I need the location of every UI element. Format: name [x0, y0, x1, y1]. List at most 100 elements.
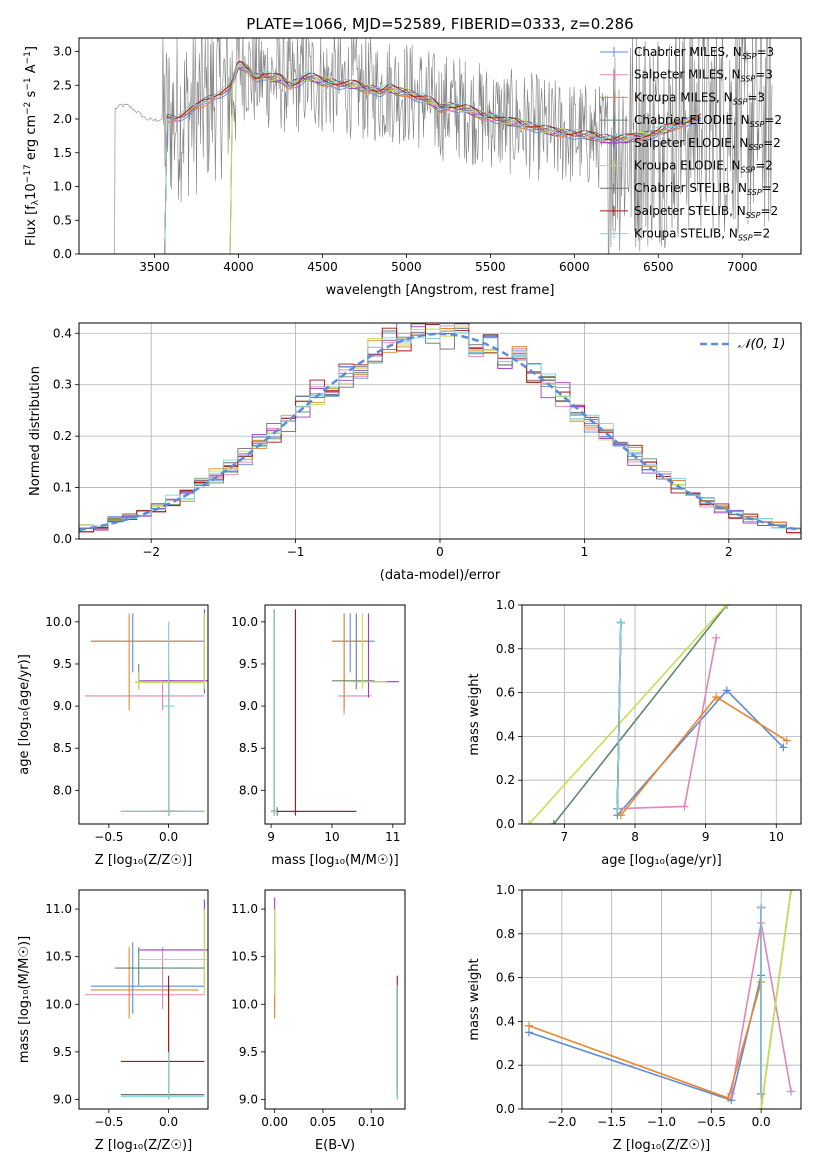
legend-entry-chabrier-elodie: Chabrier ELODIE, NSSP=2	[634, 113, 782, 129]
legend-entry-salpeter-elodie: Salpeter ELODIE, NSSP=2	[634, 136, 781, 152]
y-axis-label: mass weight	[467, 673, 482, 755]
panel-age-vs-mass: 9 10 11 8.0 8.5 9.0 9.5 10.0 mass [log₁₀(M/M☉)]	[231, 604, 406, 868]
plot-area	[99, 38, 773, 254]
x-tick-label: 0	[436, 545, 444, 559]
weight-marker-salpeter-miles	[727, 1089, 736, 1098]
weight-marker-salpeter-miles	[712, 633, 721, 642]
weight-marker-kroupa-stelib	[757, 1089, 766, 1098]
y-tick-label: 9.5	[239, 657, 258, 671]
model-line-kroupa-miles	[164, 67, 702, 254]
panel-weight-vs-age: 7 8 9 10 0.0 0.2 0.4 0.6 0.8 1.0 age [log₁₀(age/yr…	[467, 598, 802, 868]
x-tick-label: 0.05	[310, 1115, 337, 1129]
weight-marker-kroupa-miles	[724, 1094, 733, 1103]
weight-marker-kroupa-miles	[524, 1021, 533, 1030]
x-tick-label: 8	[631, 830, 639, 844]
y-tick-label: 1.5	[53, 146, 72, 160]
x-tick-label: 11	[385, 830, 400, 844]
weight-marker-salpeter-miles	[680, 802, 689, 811]
y-axis-label: age [log₁₀(age/yr)]	[17, 654, 32, 775]
model-line-salpeter-stelib	[164, 60, 702, 254]
model-line-kroupa-elodie	[229, 63, 701, 254]
legend-entry-kroupa-elodie: Kroupa ELODIE, NSSP=2	[634, 159, 773, 175]
x-tick-label: 4500	[307, 260, 338, 274]
x-axis-label: (data-model)/error	[380, 568, 501, 583]
plot-area	[84, 899, 208, 1100]
axes-frame	[521, 604, 802, 825]
weight-line-kroupa-stelib	[616, 622, 622, 809]
x-tick-label: 2	[725, 545, 733, 559]
y-tick-label: 0.2	[496, 1058, 515, 1072]
y-tick-label: 2.0	[53, 112, 72, 126]
x-axis-label: age [log₁₀(age/yr)]	[601, 853, 722, 868]
x-tick-label: −2	[142, 545, 160, 559]
y-tick-label: 8.0	[239, 783, 258, 797]
plot-area	[271, 609, 399, 816]
y-tick-label: 10.5	[45, 950, 72, 964]
model-line-salpeter-miles	[164, 64, 702, 254]
axes-frame	[78, 604, 209, 825]
weight-line-kroupa-miles	[528, 981, 762, 1100]
figure-title: PLATE=1066, MJD=52589, FIBERID=0333, z=0…	[246, 15, 633, 33]
y-tick-label: 0.2	[496, 773, 515, 787]
histogram-salpeter-stelib	[79, 323, 801, 533]
x-tick-label: 1	[581, 545, 589, 559]
weight-line-chabrier-miles	[616, 689, 784, 816]
y-tick-label: 8.5	[53, 741, 72, 755]
y-tick-label: 0.3	[53, 378, 72, 392]
weight-marker-chabrier-miles	[722, 686, 731, 695]
x-tick-label: 0.0	[159, 1115, 178, 1129]
data-spectrum-line	[99, 38, 773, 254]
weight-line-chabrier-elodie	[553, 605, 728, 824]
x-tick-label: 10	[324, 830, 339, 844]
x-tick-label: −0.5	[697, 1115, 726, 1129]
y-axis-label: mass weight	[467, 958, 482, 1040]
y-tick-label: 9.0	[239, 1092, 258, 1106]
x-tick-label: −1	[287, 545, 305, 559]
y-tick-label: 3.0	[53, 45, 72, 59]
y-tick-label: 0.4	[496, 1014, 515, 1028]
y-tick-label: 0.4	[53, 326, 72, 340]
x-tick-label: −1.0	[647, 1115, 676, 1129]
y-tick-label: 10.0	[45, 997, 72, 1011]
y-tick-label: 9.0	[53, 699, 72, 713]
y-tick-label: 0.6	[496, 686, 515, 700]
legend-entry-chabrier-stelib: Chabrier STELIB, NSSP=2	[634, 181, 779, 197]
x-tick-label: −0.5	[94, 830, 123, 844]
weight-marker-chabrier-elodie	[549, 820, 558, 824]
axes-frame	[78, 889, 209, 1110]
panel-age-vs-Z: −0.5 0.0 8.0 8.5 9.0 9.5 10.0 Z [log₁₀(Z/Z☉)] ag…	[17, 604, 209, 868]
x-axis-label: mass [log₁₀(M/M☉)]	[271, 853, 398, 868]
legend-entry-salpeter-miles: Salpeter MILES, NSSP=3	[634, 68, 773, 84]
axes-frame	[264, 604, 406, 825]
legend-entry-salpeter-stelib: Salpeter STELIB, NSSP=2	[634, 204, 778, 220]
x-tick-label: 0.10	[358, 1115, 385, 1129]
weight-marker-kroupa-miles	[782, 736, 791, 745]
weight-marker-kroupa-elodie	[787, 890, 796, 894]
weight-marker-chabrier-elodie	[722, 605, 731, 609]
x-tick-label: −1.5	[597, 1115, 626, 1129]
x-axis-label: Z [log₁₀(Z/Z☉)]	[95, 853, 192, 868]
x-tick-label: 0.0	[752, 1115, 771, 1129]
weight-line-kroupa-elodie	[760, 890, 792, 1109]
y-tick-label: 1.0	[496, 883, 515, 897]
weight-marker-kroupa-miles	[712, 692, 721, 701]
x-tick-label: 5000	[391, 260, 422, 274]
model-line-kroupa-stelib	[164, 62, 702, 254]
normal-legend-label: 𝒩(0, 1)	[738, 337, 785, 352]
weight-line-salpeter-miles	[617, 637, 718, 810]
x-tick-label: −2.0	[547, 1115, 576, 1129]
x-tick-label: 6000	[559, 260, 590, 274]
panel-residuals: −2 −1 0 1 2 0.0 0.1 0.2 0.3 0.4 𝒩(0, 1) (data-model…	[28, 322, 802, 583]
y-tick-label: 2.5	[53, 78, 72, 92]
y-tick-label: 9.5	[53, 657, 72, 671]
y-axis-label: Flux [fλ10−17 erg cm−2 s−1 A−1]	[23, 46, 41, 246]
weight-line-kroupa-elodie	[528, 605, 727, 824]
y-tick-label: 0.0	[496, 1102, 515, 1116]
y-tick-label: 0.5	[53, 213, 72, 227]
y-tick-label: 1.0	[496, 598, 515, 612]
y-tick-label: 9.0	[239, 699, 258, 713]
y-tick-label: 0.0	[53, 532, 72, 546]
legend-entry-chabrier-miles: Chabrier MILES, NSSP=3	[634, 45, 774, 61]
y-tick-label: 0.1	[53, 481, 72, 495]
y-tick-label: 11.0	[231, 902, 258, 916]
